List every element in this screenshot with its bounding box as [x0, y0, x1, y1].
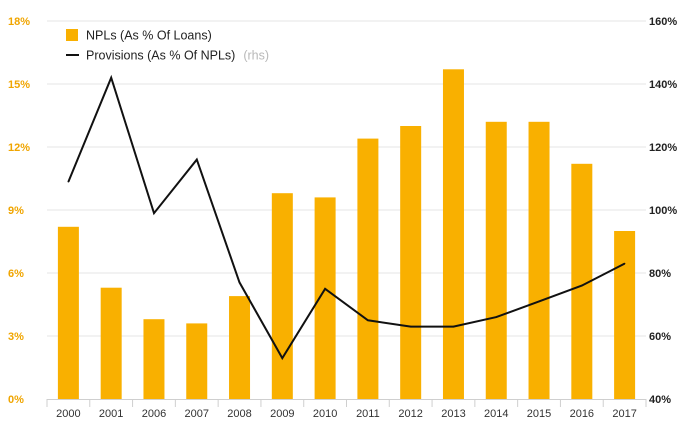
y-right-tick-label: 40%	[649, 394, 671, 406]
x-tick-label: 2000	[56, 408, 80, 420]
line-point	[281, 357, 284, 359]
line-point	[110, 76, 112, 79]
y-left-tick-label: 18%	[8, 16, 30, 28]
line-point	[623, 262, 626, 265]
legend-swatch-npls	[66, 29, 78, 41]
bar	[271, 193, 293, 399]
bar	[442, 69, 464, 400]
line-point	[195, 158, 198, 161]
bar	[400, 126, 422, 399]
x-tick-label: 2015	[527, 408, 551, 420]
x-tick-label: 2012	[398, 408, 422, 420]
gridlines	[47, 20, 646, 337]
line-series-provisions	[67, 74, 626, 361]
y-right-tick-label: 160%	[649, 16, 677, 28]
x-tick-label: 2009	[270, 408, 294, 420]
line-point	[153, 212, 155, 214]
y-left-tick-label: 0%	[8, 394, 24, 406]
line-point	[581, 284, 583, 287]
legend-label-npls: NPLs (As % Of Loans)	[86, 29, 212, 43]
x-tick-label: 2010	[313, 408, 337, 420]
bar	[229, 296, 251, 399]
x-tick-label: 2014	[484, 408, 508, 420]
bar	[485, 121, 507, 400]
line-point	[538, 300, 540, 303]
x-tick-label: 2016	[570, 408, 594, 420]
x-tick-label: 2001	[99, 408, 123, 420]
y-right-tick-label: 80%	[649, 268, 671, 280]
x-tick-label: 2008	[227, 408, 251, 420]
x-tick-label: 2011	[356, 408, 380, 420]
bar	[314, 197, 336, 399]
legend-label-provisions: Provisions (As % Of NPLs)	[86, 49, 235, 63]
line-point	[67, 180, 70, 183]
x-tick-label: 2007	[185, 408, 209, 420]
line-point	[452, 325, 455, 328]
bar	[357, 138, 379, 399]
bar	[100, 287, 122, 399]
x-tick-label: 2017	[612, 408, 636, 420]
axes: 0% 3% 6% 9% 12% 15% 18% 40% 60% 80% 100% 120% 140% 16…	[8, 16, 677, 420]
bar	[614, 231, 636, 399]
bar	[528, 121, 550, 400]
legend: NPLs (As % Of Loans) Provisions (As % Of…	[66, 29, 269, 64]
y-right-tick-label: 60%	[649, 331, 671, 343]
bar	[143, 319, 165, 399]
y-right-tick-label: 140%	[649, 79, 677, 91]
bar	[571, 163, 593, 399]
bar	[186, 323, 208, 399]
line-point	[367, 319, 369, 322]
y-left-tick-label: 3%	[8, 331, 24, 343]
bar-series-npls	[57, 69, 636, 400]
bar	[57, 226, 79, 399]
y-left-tick-label: 12%	[8, 142, 30, 154]
line-point	[495, 316, 498, 318]
y-left-tick-label: 15%	[8, 79, 30, 91]
y-right-tick-label: 100%	[649, 205, 677, 217]
y-left-tick-label: 6%	[8, 268, 24, 280]
x-tick-label: 2013	[441, 408, 465, 420]
line-point	[409, 325, 412, 328]
y-right-tick-label: 120%	[649, 142, 677, 154]
line-point	[238, 281, 241, 284]
provisions-line	[67, 74, 626, 361]
line-point	[324, 287, 326, 290]
legend-note-rhs: (rhs)	[243, 49, 269, 63]
y-left-tick-label: 9%	[8, 205, 24, 217]
svg-text:Provisions (As % Of NPLs): Provisions (As % Of NPLs) (rhs)	[86, 47, 269, 64]
x-tick-label: 2006	[142, 408, 166, 420]
